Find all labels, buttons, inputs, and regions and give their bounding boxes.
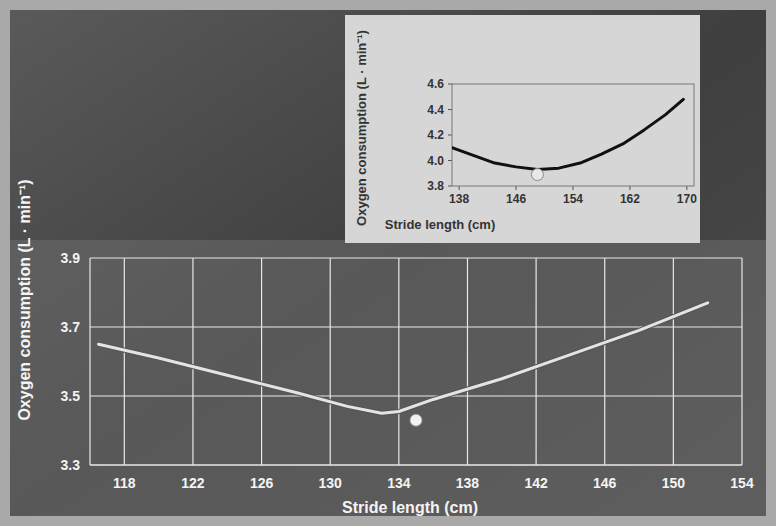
x-tick <box>629 186 630 190</box>
data-group <box>452 99 683 180</box>
y-tick-label: 4.0 <box>427 154 444 168</box>
x-tick-label: 126 <box>250 475 274 491</box>
x-grid-line <box>673 258 674 465</box>
curve <box>452 99 683 169</box>
y-tick-label: 4.2 <box>427 128 444 142</box>
x-tick-label: 146 <box>593 475 617 491</box>
chart-canvas: 118 122 126 130 134 138 142 146 150 154 3.3 3.5 3.7 3… <box>0 0 776 526</box>
y-tick <box>448 84 452 85</box>
x-tick-label: 138 <box>449 192 469 206</box>
x-tick-label: 170 <box>677 192 697 206</box>
data-group <box>99 303 708 426</box>
x-grid-line <box>467 258 468 465</box>
y-axis-title: Oxygen consumption (L · min⁻¹) <box>354 30 369 226</box>
x-grid-line <box>330 258 331 465</box>
x-axis-title: Stride length (cm) <box>342 499 478 516</box>
x-tick-label: 138 <box>456 475 480 491</box>
y-tick <box>448 160 452 161</box>
outer-frame <box>0 0 776 526</box>
x-tick-label: 118 <box>113 475 136 491</box>
x-grid-line <box>261 258 262 465</box>
line-shadow <box>99 303 708 413</box>
x-tick-label: 142 <box>524 475 548 491</box>
x-tick-label: 154 <box>563 192 583 206</box>
y-tick-label: 3.9 <box>61 250 81 266</box>
y-tick-label: 4.6 <box>427 77 444 91</box>
y-tick-label: 3.8 <box>427 179 444 193</box>
x-axis-title: Stride length (cm) <box>385 217 496 232</box>
x-grid-line <box>536 258 537 465</box>
y-tick-label: 4.4 <box>427 103 444 117</box>
y-grid-line <box>90 257 742 258</box>
curve <box>99 303 708 413</box>
y-tick-label: 3.7 <box>61 319 81 335</box>
y-tick <box>448 109 452 110</box>
x-grid-line <box>741 258 742 465</box>
x-tick-label: 122 <box>181 475 205 491</box>
y-grid-line <box>90 395 742 396</box>
x-tick-label: 146 <box>506 192 526 206</box>
point-circle <box>531 169 543 181</box>
x-grid-line <box>192 258 193 465</box>
chart-1: 138 146 154 162 170 3.8 4.0 4.2 4.4 4.6 Stride len… <box>345 15 700 243</box>
plot-frame <box>452 84 694 186</box>
y-tick <box>448 186 452 187</box>
y-axis-title: Oxygen consumption (L · min⁻¹) <box>16 179 33 420</box>
x-tick-label: 134 <box>387 475 411 491</box>
y-tick-label: 3.5 <box>61 388 81 404</box>
plot-panel <box>10 240 766 516</box>
x-grid-line <box>398 258 399 465</box>
point-circle <box>410 414 422 426</box>
x-tick-label: 162 <box>620 192 640 206</box>
y-tick-label: 3.3 <box>61 457 81 473</box>
x-tick <box>573 186 574 190</box>
x-tick <box>516 186 517 190</box>
y-grid-line <box>90 464 742 465</box>
y-axis-line <box>89 258 90 465</box>
x-tick <box>459 186 460 190</box>
x-tick-label: 130 <box>319 475 343 491</box>
x-tick-label: 150 <box>662 475 686 491</box>
x-grid-line <box>604 258 605 465</box>
x-tick-label: 154 <box>730 475 754 491</box>
x-axis-line <box>90 464 742 465</box>
photo-background <box>10 10 766 516</box>
x-grid-line <box>124 258 125 465</box>
x-tick <box>686 186 687 190</box>
y-tick <box>448 135 452 136</box>
inset-panel <box>345 15 700 243</box>
